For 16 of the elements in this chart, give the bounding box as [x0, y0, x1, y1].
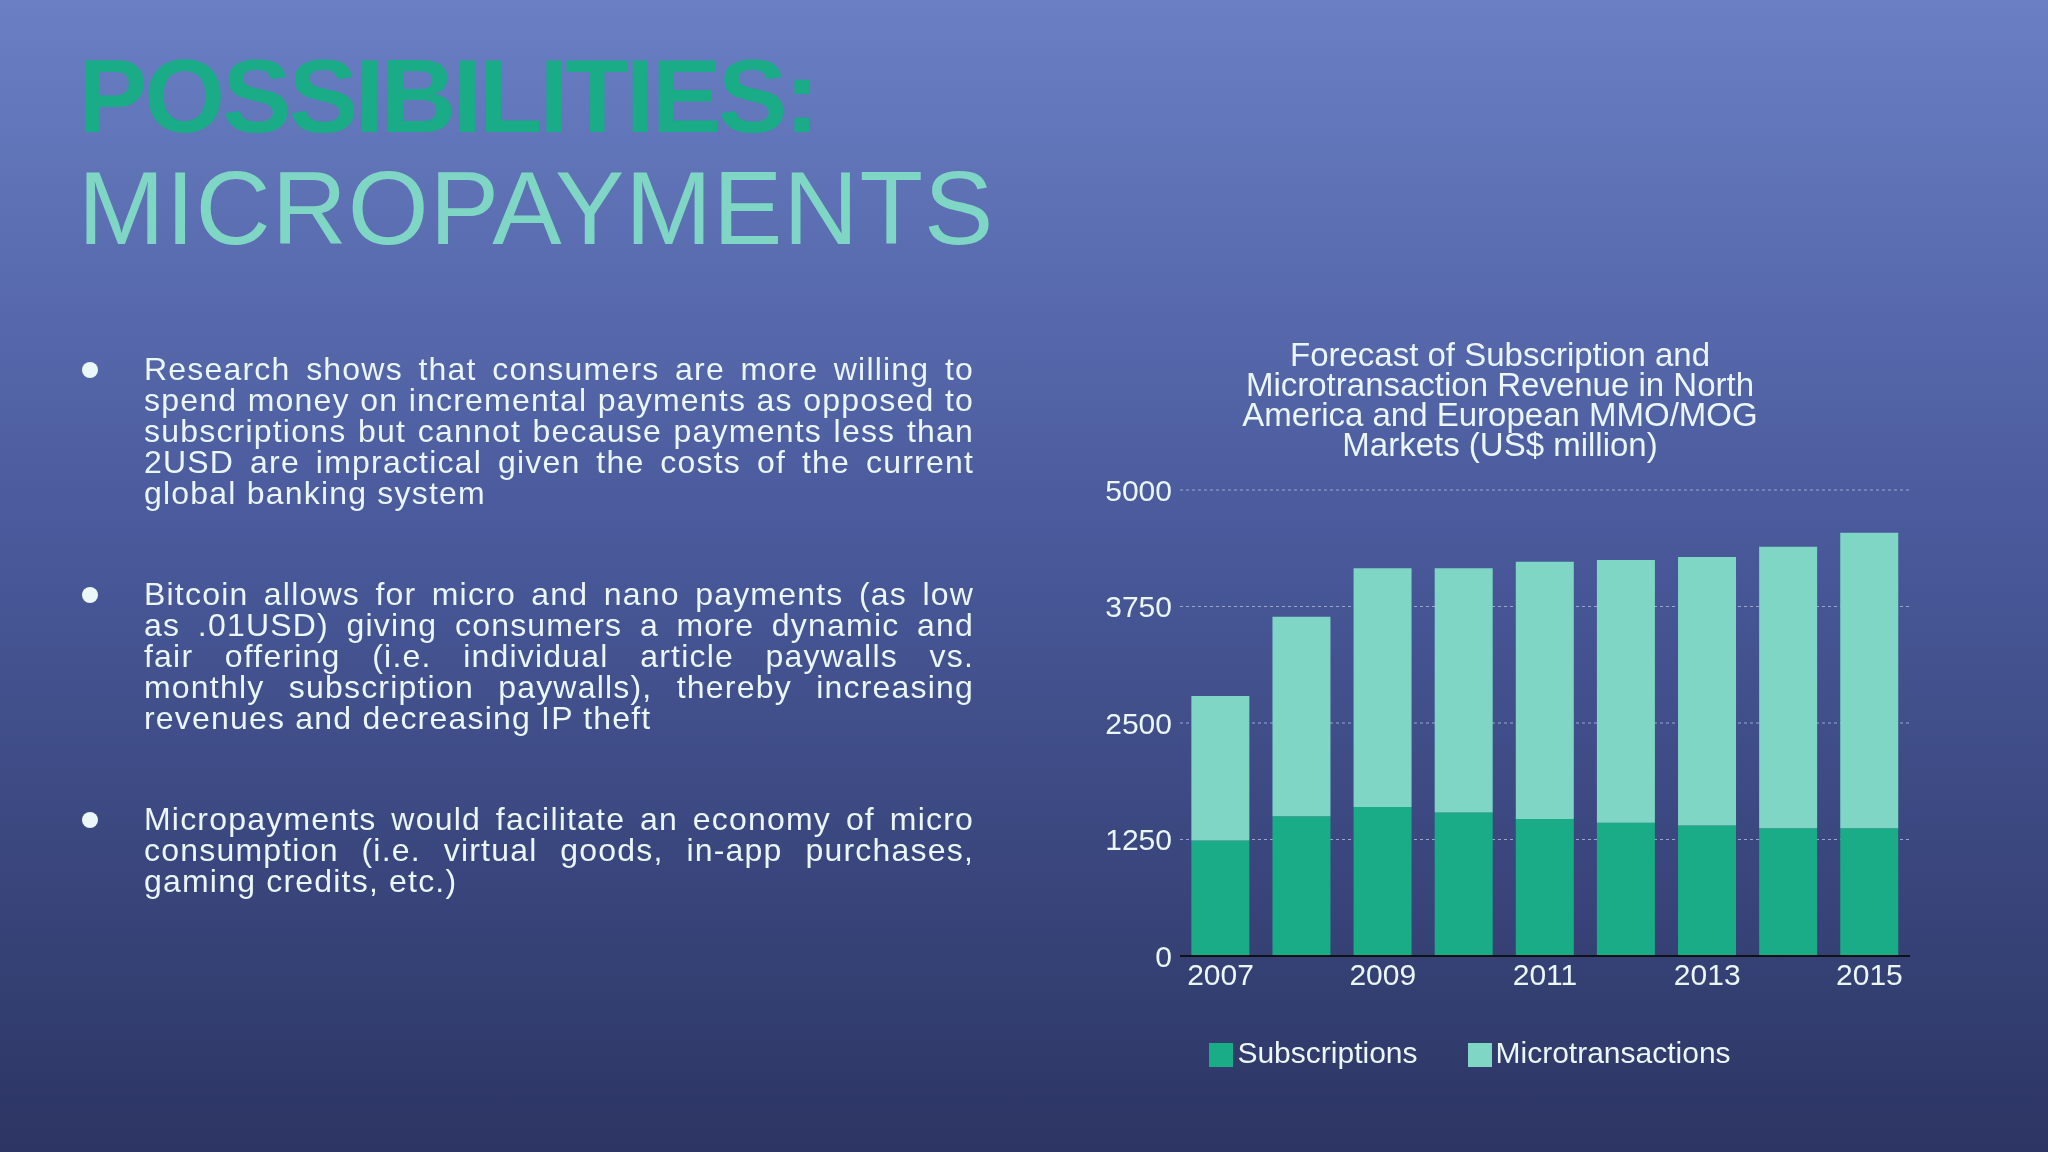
legend-label: Microtransactions — [1495, 1036, 1731, 1069]
chart-title: Forecast of Subscription and Microtransaction Revenue in North America and European MMO/MOG Markets (US$ million) — [1241, 336, 1759, 463]
text: Research shows that consumers are more willing to spend money on incremental payments as opposed to subscriptions but cannot because payments less than 2USD are impractical given the costs of the current global banking system — [144, 351, 974, 511]
x-tick-label: 2015 — [1836, 958, 1903, 992]
text: Micropayments would facilitate an economy of micro consumption (i.e. virtual goods, in-app purchases, gaming credits, etc.) — [144, 801, 974, 899]
y-tick-label: 2500 — [1105, 706, 1172, 740]
y-tick-label: 5000 — [1105, 473, 1172, 507]
x-tick-label: 2011 — [1512, 958, 1578, 992]
legend-label: Subscriptions — [1237, 1036, 1418, 1069]
text: Bitcoin allows for micro and nano payments (as low as .01USD) giving consumers a more dynamic and fair offering (i.e. individual article paywalls vs. monthly subscription paywalls), thereby increasing revenues and decreasing IP theft — [144, 576, 974, 736]
y-tick-label: 1250 — [1105, 823, 1172, 857]
x-tick-label: 2007 — [1187, 958, 1254, 992]
x-tick-label: 2009 — [1349, 958, 1417, 992]
x-tick-label: 2013 — [1673, 958, 1741, 992]
y-tick-label: 3750 — [1105, 590, 1172, 624]
y-tick-label: 0 — [1155, 939, 1172, 973]
